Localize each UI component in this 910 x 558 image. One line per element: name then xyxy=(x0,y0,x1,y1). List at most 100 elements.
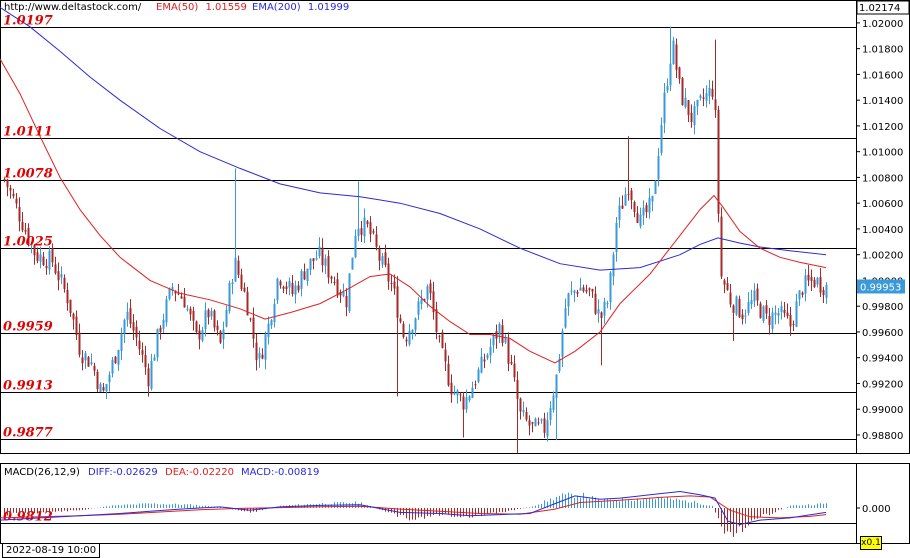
candle-body xyxy=(96,371,99,390)
macd-diff-value: -0.02629 xyxy=(112,467,158,478)
candle-body xyxy=(738,298,741,318)
candle-body xyxy=(300,270,303,289)
price-tick-label: 0.99000 xyxy=(862,405,903,416)
candle-body xyxy=(720,216,723,277)
candle-body xyxy=(792,324,795,326)
candle-body xyxy=(198,330,201,340)
candle-body xyxy=(693,106,696,126)
candle-body xyxy=(603,301,606,316)
candle-body xyxy=(750,299,753,305)
candle-body xyxy=(249,318,252,320)
candle-body xyxy=(441,332,444,348)
macd-lines xyxy=(0,490,827,526)
support-resistance-lines xyxy=(1,27,856,524)
dea-line xyxy=(0,495,827,519)
candle-body xyxy=(462,396,465,410)
candle-body xyxy=(279,281,282,286)
candles xyxy=(3,26,828,453)
candle-body xyxy=(636,213,639,223)
candle-body xyxy=(714,99,717,110)
scale-button[interactable]: x0.1 xyxy=(860,536,882,550)
candle-body xyxy=(606,303,609,305)
candle-body xyxy=(654,181,657,195)
candle-body xyxy=(3,179,6,181)
candle-body xyxy=(639,214,642,227)
candle-body xyxy=(819,277,822,293)
candle-body xyxy=(780,306,783,313)
candle-body xyxy=(165,299,168,323)
candle-body xyxy=(123,319,126,334)
candle-body xyxy=(681,78,684,106)
candle-body xyxy=(399,318,402,322)
candle-body xyxy=(456,390,459,396)
candle-body xyxy=(645,205,648,213)
price-tick-label: 1.00400 xyxy=(862,225,903,236)
candle-body xyxy=(132,322,135,331)
top-price-label: 1.02174 xyxy=(859,3,900,14)
candle-body xyxy=(225,309,228,327)
candle-body xyxy=(450,382,453,395)
candle-body xyxy=(426,286,429,300)
candle-body xyxy=(561,331,564,357)
candle-body xyxy=(393,281,396,289)
candle-body xyxy=(588,288,591,290)
candle-body xyxy=(627,193,630,195)
candle-body xyxy=(267,323,270,338)
candle-body xyxy=(57,271,60,281)
macd-macd-label: MACD: xyxy=(241,467,275,478)
level-label: 0.9913 xyxy=(3,379,53,394)
candle-body xyxy=(180,296,183,299)
candle-body xyxy=(519,398,522,412)
ema200-value: 1.01999 xyxy=(307,2,350,13)
candle-body xyxy=(297,285,300,291)
current-price-label: 0.99953 xyxy=(860,282,901,293)
candle-body xyxy=(9,187,12,191)
candle-body xyxy=(615,222,618,253)
candle-body xyxy=(549,408,552,420)
candle-body xyxy=(195,321,198,333)
candle-body xyxy=(48,250,51,270)
candle-body xyxy=(576,291,579,294)
candle-body xyxy=(702,97,705,99)
candle-body xyxy=(789,315,792,327)
candle-body xyxy=(318,246,321,256)
price-tick-label: 1.02000 xyxy=(862,19,903,30)
candle-body xyxy=(807,274,810,281)
candle-body xyxy=(552,395,555,411)
level-labels: 1.0197 1.0111 1.0078 1.0025 0.9959 0.9913 0.98… xyxy=(3,14,53,525)
candle-body xyxy=(648,197,651,213)
macd-axis-ticks: 0.000 xyxy=(856,504,891,515)
candle-body xyxy=(153,357,156,361)
candle-body xyxy=(768,316,771,326)
candle-body xyxy=(762,306,765,322)
level-label: 1.0111 xyxy=(3,125,53,140)
candle-body xyxy=(378,248,381,261)
candle-body xyxy=(447,363,450,386)
candle-body xyxy=(468,396,471,401)
macd-dea-legend: DEA:-0.02220 xyxy=(165,467,234,478)
candle-body xyxy=(384,252,387,266)
candle-body xyxy=(111,359,114,374)
candle-body xyxy=(228,283,231,312)
candle-body xyxy=(759,303,762,319)
candle-body xyxy=(192,310,195,321)
candle-body xyxy=(672,40,675,64)
site-url[interactable]: http://www.deltastock.com/ xyxy=(4,2,142,13)
candle-body xyxy=(264,334,267,360)
candle-body xyxy=(171,287,174,291)
candle-body xyxy=(78,332,81,355)
candle-body xyxy=(144,355,147,368)
candle-body xyxy=(459,394,462,396)
candle-body xyxy=(183,296,186,308)
candle-body xyxy=(201,330,204,341)
candle-body xyxy=(564,307,567,328)
candle-body xyxy=(453,392,456,395)
date-indicator: 2022-08-19 10:00 xyxy=(2,543,101,558)
candle-body xyxy=(351,257,354,270)
price-axis-ticks: 1.02000 1.01800 1.01600 1.01400 1.01200 1.010… xyxy=(856,0,910,442)
candle-body xyxy=(483,359,486,362)
candle-body xyxy=(528,420,531,426)
candle-body xyxy=(735,296,738,315)
candle-body xyxy=(216,325,219,331)
candle-body xyxy=(39,254,42,262)
